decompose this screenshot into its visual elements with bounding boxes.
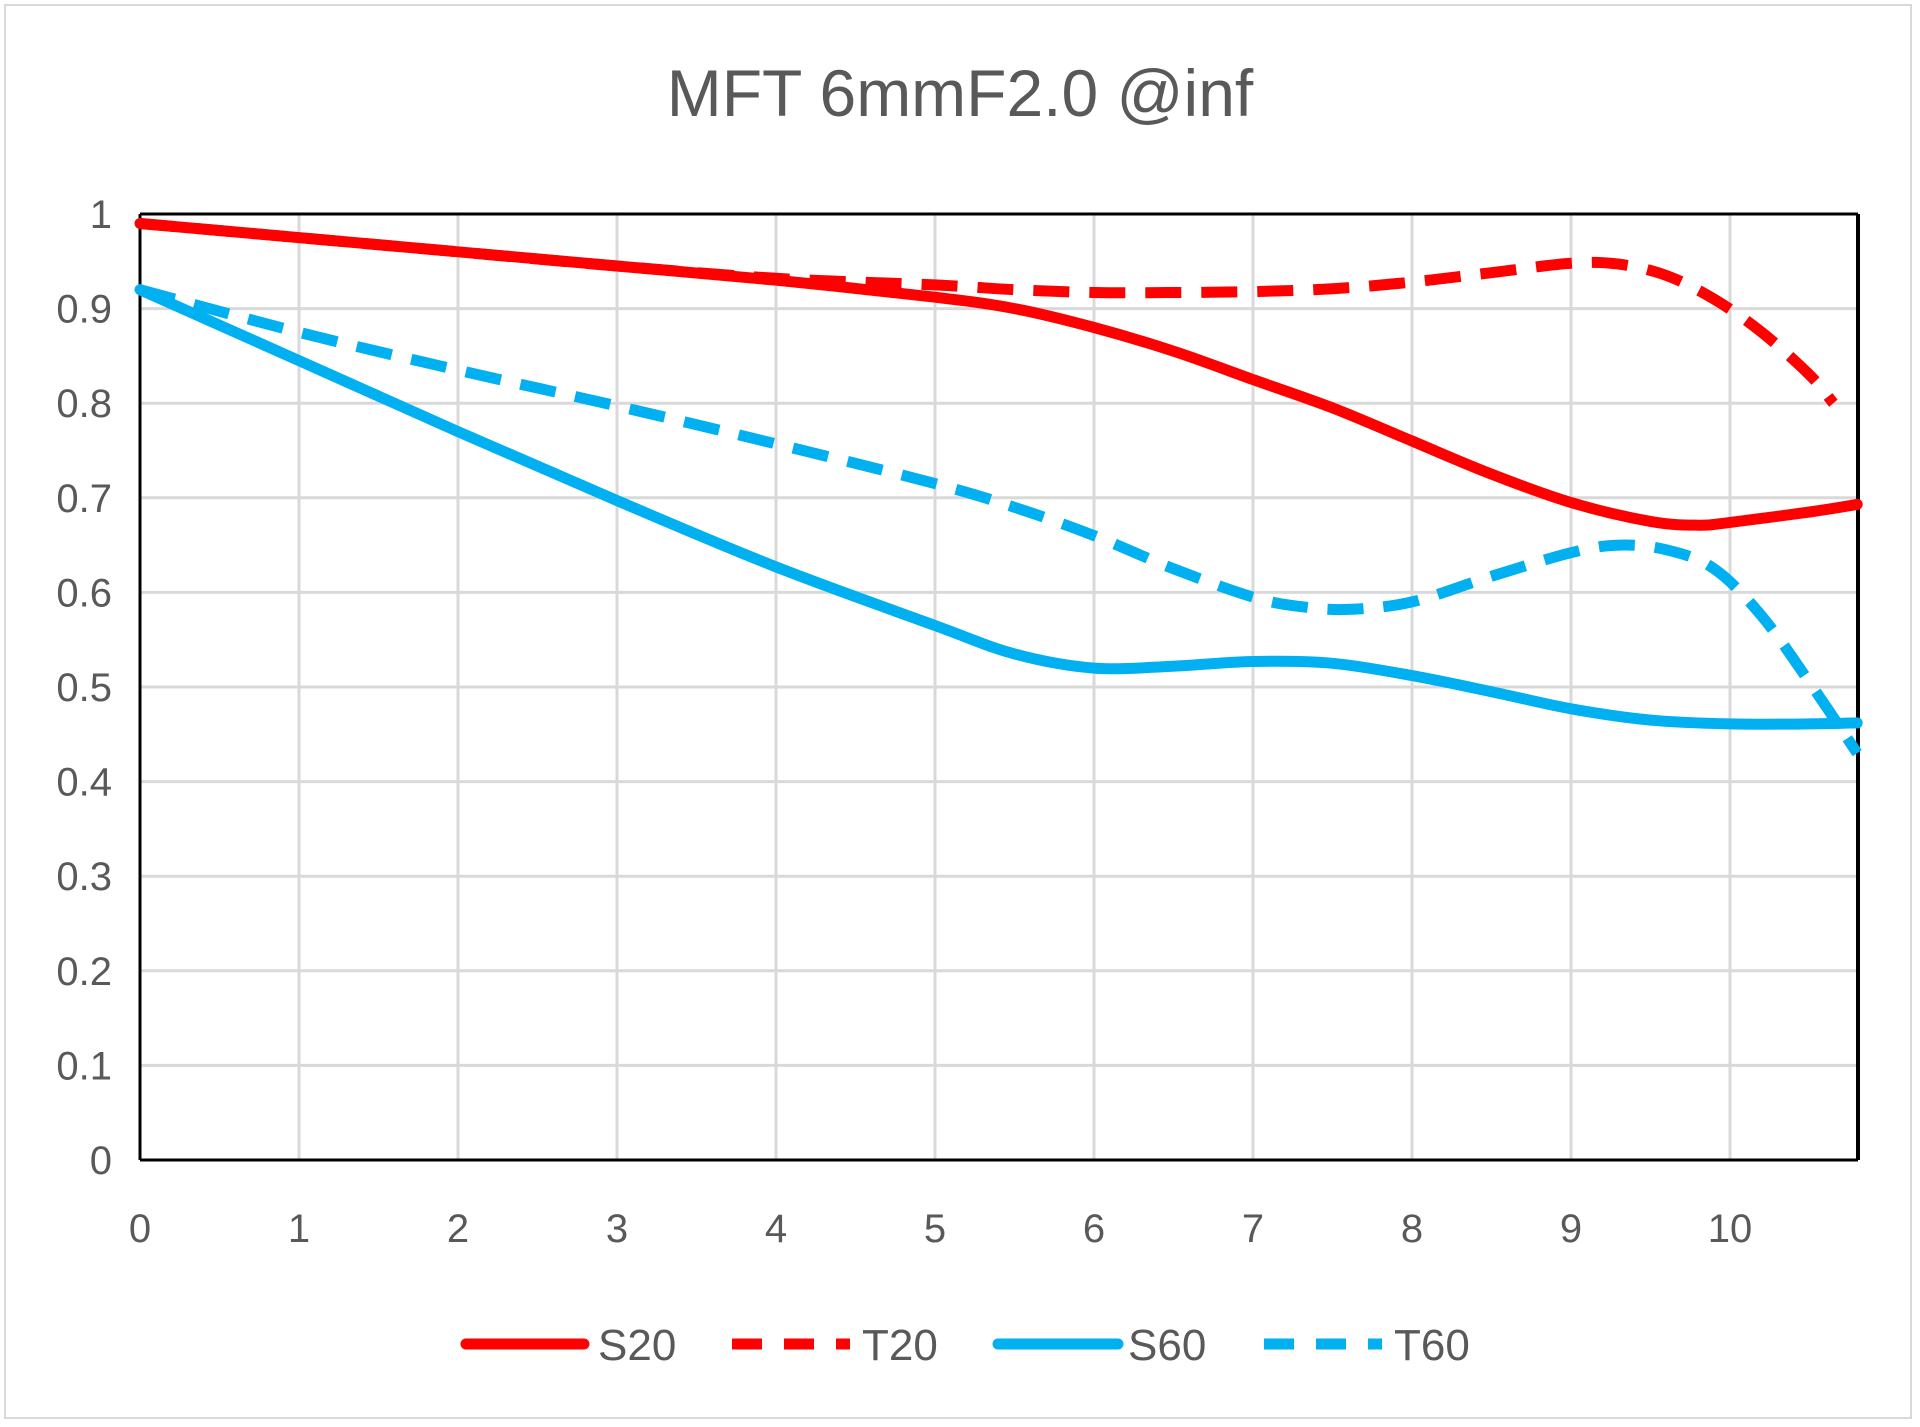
y-tick-label: 0.6	[56, 571, 112, 615]
axis-layer	[138, 212, 1860, 1162]
y-axis-ticks: 0 0.1 0.2 0.3 0.4 0.5 0.6 0.7 0.8 0.9 1	[56, 193, 112, 1183]
x-tick-label: 5	[924, 1207, 946, 1251]
legend-item-s60: S60	[992, 1321, 1206, 1370]
x-tick-label: 8	[1401, 1207, 1423, 1251]
x-axis-ticks: 0 1 2 3 4 5 6 7 8 9 10	[129, 1207, 1752, 1251]
y-tick-label: 0.7	[56, 477, 112, 521]
legend-label: S20	[598, 1321, 676, 1370]
legend-label: T20	[862, 1321, 938, 1370]
y-tick-label: 0.3	[56, 855, 112, 899]
legend: S20 T20 S60 T60	[460, 1321, 1470, 1370]
x-tick-label: 7	[1242, 1207, 1264, 1251]
series-layer	[134, 218, 1863, 757]
series-line-s60	[134, 284, 1863, 730]
y-tick-label: 0.8	[56, 382, 112, 426]
x-tick-label: 1	[288, 1207, 310, 1251]
legend-label: T60	[1394, 1321, 1470, 1370]
legend-item-t60: T60	[1264, 1321, 1470, 1370]
x-tick-label: 10	[1708, 1207, 1753, 1251]
y-tick-label: 1	[90, 193, 112, 237]
x-tick-label: 0	[129, 1207, 151, 1251]
x-tick-label: 2	[447, 1207, 469, 1251]
x-tick-label: 9	[1560, 1207, 1582, 1251]
x-tick-label: 6	[1083, 1207, 1105, 1251]
grid-layer	[140, 212, 1858, 1160]
y-tick-label: 0.1	[56, 1044, 112, 1088]
x-tick-label: 4	[765, 1207, 787, 1251]
y-tick-label: 0.5	[56, 666, 112, 710]
chart-title: MFT 6mmF2.0 @inf	[667, 56, 1254, 130]
series-line-s20	[134, 218, 1863, 531]
y-tick-label: 0.9	[56, 288, 112, 332]
x-tick-label: 3	[606, 1207, 628, 1251]
legend-item-t20: T20	[732, 1321, 938, 1370]
y-tick-label: 0.4	[56, 761, 112, 805]
y-tick-label: 0	[90, 1139, 112, 1183]
legend-label: S60	[1128, 1321, 1206, 1370]
series-line-t60	[138, 284, 1862, 757]
y-tick-label: 0.2	[56, 950, 112, 994]
legend-item-s20: S20	[460, 1321, 676, 1370]
